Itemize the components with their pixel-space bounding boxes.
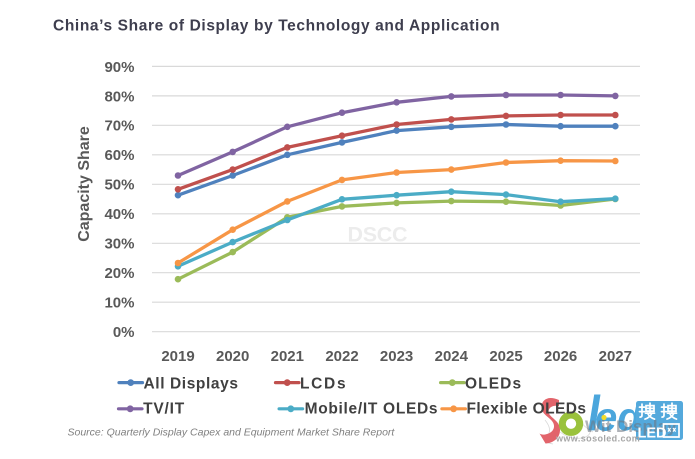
svg-text:2027: 2027 — [599, 348, 632, 365]
svg-text:2023: 2023 — [380, 348, 413, 365]
svg-text:2026: 2026 — [544, 348, 577, 365]
svg-text:90%: 90% — [104, 59, 134, 76]
svg-text:20%: 20% — [104, 265, 134, 282]
svg-text:Flexible OLEDs: Flexible OLEDs — [467, 400, 587, 417]
svg-text:2019: 2019 — [161, 348, 194, 365]
svg-text:Capacity Share: Capacity Share — [76, 126, 93, 242]
svg-text:LED: LED — [638, 426, 667, 442]
svg-text:70%: 70% — [104, 118, 134, 135]
svg-text:2020: 2020 — [216, 348, 249, 365]
svg-text:www.sosoled.com: www.sosoled.com — [555, 434, 640, 444]
svg-text:TV/IT: TV/IT — [143, 400, 185, 417]
svg-text:2024: 2024 — [435, 348, 469, 365]
svg-text:Wit Display: Wit Display — [585, 417, 677, 436]
svg-text:LCDs: LCDs — [300, 375, 347, 392]
svg-text:60%: 60% — [104, 147, 134, 164]
svg-text:Mobile/IT OLEDs: Mobile/IT OLEDs — [305, 400, 439, 417]
svg-text:China’s Share of Display by Te: China’s Share of Display by Technology a… — [53, 18, 500, 35]
svg-text:80%: 80% — [104, 88, 134, 105]
svg-text:DSCC: DSCC — [348, 223, 408, 247]
svg-text:OLEDs: OLEDs — [465, 375, 522, 392]
svg-text:40%: 40% — [104, 206, 134, 223]
svg-text:10%: 10% — [104, 295, 134, 312]
svg-text:All Displays: All Displays — [144, 375, 239, 392]
svg-text:0%: 0% — [113, 324, 135, 341]
svg-text:2022: 2022 — [325, 348, 358, 365]
svg-text:30%: 30% — [104, 236, 134, 253]
svg-text:50%: 50% — [104, 177, 134, 194]
svg-text:Source: Quarterly Display Cape: Source: Quarterly Display Capex and Equi… — [68, 426, 396, 438]
svg-text:2025: 2025 — [489, 348, 522, 365]
svg-text:2021: 2021 — [271, 348, 304, 365]
